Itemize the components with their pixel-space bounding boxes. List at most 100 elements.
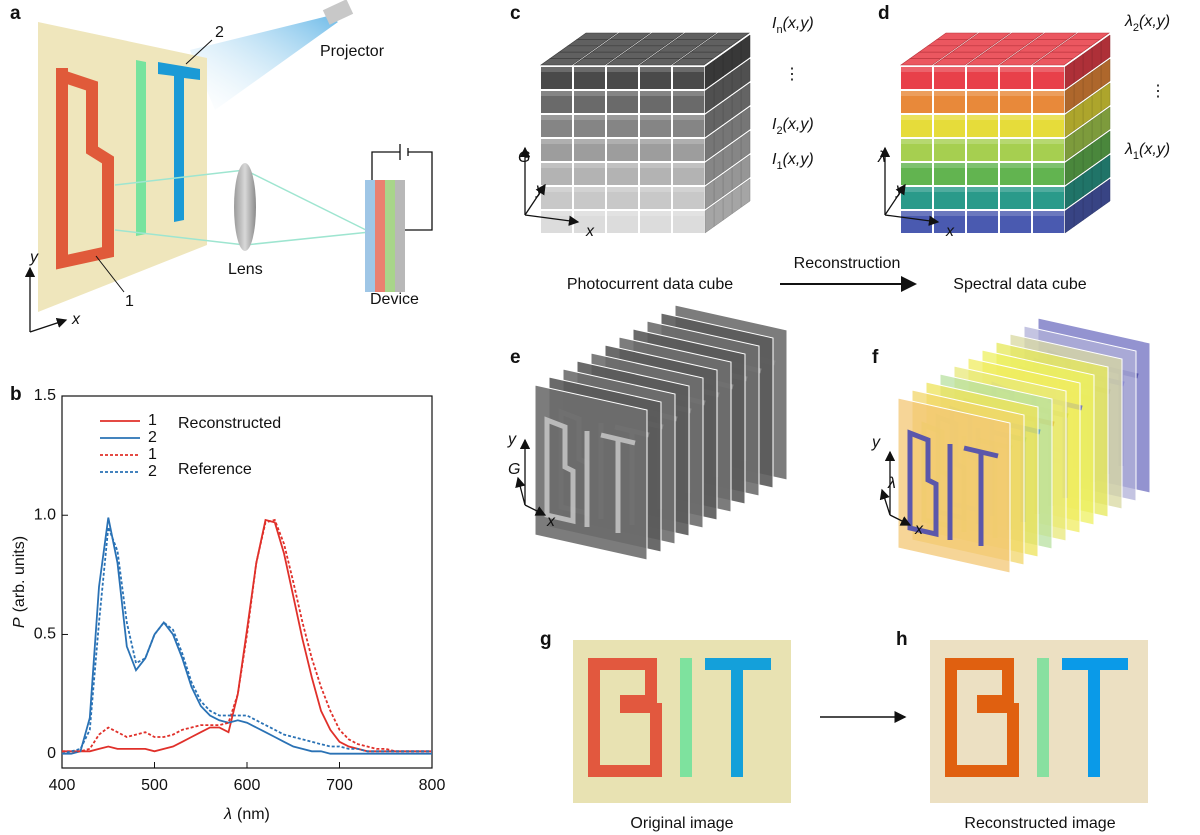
x-tick-label: 400	[49, 777, 76, 794]
cube-side	[1073, 53, 1084, 84]
axis-label: G	[518, 149, 530, 166]
cube-side	[722, 191, 733, 221]
cube-cell-top	[934, 115, 965, 120]
symbol: I	[772, 116, 777, 133]
cube-side	[1091, 112, 1102, 143]
pointer	[95, 255, 125, 293]
cube-cell-top	[607, 187, 638, 192]
circuit	[371, 144, 433, 231]
cube-cell-top	[574, 139, 605, 144]
cube-cell-top	[901, 67, 932, 72]
cube-cell-top	[1033, 91, 1064, 96]
cube-cell	[541, 91, 572, 113]
symbol: I	[772, 15, 777, 32]
axis-label: y	[895, 181, 905, 198]
cube-cell	[607, 67, 638, 89]
y-axis-label: P (arb. units)	[11, 536, 28, 628]
cube-side	[1100, 34, 1111, 64]
cube-cell	[1033, 163, 1064, 185]
panel-label: b	[10, 384, 22, 405]
cube-side	[1100, 82, 1111, 112]
pixel-block	[620, 703, 662, 713]
y-tick-label: 0	[47, 745, 56, 762]
cube-cell	[607, 163, 638, 185]
cube-cell	[934, 211, 965, 233]
unit: (nm)	[237, 806, 270, 823]
subscript: 1	[776, 160, 782, 172]
panel-label: f	[872, 347, 879, 368]
axis-label: x	[914, 521, 924, 538]
light-ray	[114, 169, 246, 186]
pixel-block	[1037, 658, 1049, 777]
cube-side	[1082, 95, 1093, 125]
axis-arrow	[515, 476, 526, 506]
dots: ⋮	[784, 66, 800, 83]
cube-side	[731, 88, 742, 119]
cube-side	[722, 95, 733, 125]
cube-cell	[640, 115, 671, 137]
cube-cell	[607, 91, 638, 113]
cube-cell	[1000, 139, 1031, 161]
cube-cell	[607, 211, 638, 233]
cube-side	[740, 58, 751, 88]
legend-title: Reference	[178, 461, 252, 478]
cube-cell	[541, 139, 572, 161]
pixel-block	[977, 703, 1019, 713]
panel-label: d	[878, 3, 890, 24]
cube-cell	[934, 163, 965, 185]
symbol: λ	[1124, 141, 1133, 158]
level-label: I1(x,y)	[772, 151, 814, 172]
cube-cell-top	[1033, 211, 1064, 216]
pixel-block	[650, 705, 662, 777]
subscript: 1	[1133, 150, 1139, 162]
cube-cell-top	[967, 163, 998, 168]
cube-cell-top	[574, 211, 605, 216]
cube-cell-top	[1000, 163, 1031, 168]
cube-side	[1073, 77, 1084, 108]
cube-cell	[967, 211, 998, 233]
slice-pattern	[544, 416, 636, 533]
cube-side	[1073, 173, 1084, 204]
cube-cell-top	[934, 187, 965, 192]
cube-cell-top	[640, 163, 671, 168]
cube-cell	[1000, 115, 1031, 137]
device-layer	[365, 180, 375, 292]
cube-side	[1100, 178, 1111, 208]
caption: Reconstructed image	[964, 815, 1115, 832]
layout: 400 500 600 700 800 0 0.5 1.0 1.5 λ (nm) P (arb. uni…	[11, 0, 1151, 823]
symbol: λ	[223, 806, 232, 823]
pixel-block	[945, 658, 1012, 670]
panel-label: c	[510, 3, 521, 24]
cube-cell	[967, 91, 998, 113]
cube-side	[1073, 149, 1084, 180]
panel-label: e	[510, 347, 521, 368]
cube-cell-top	[1000, 67, 1031, 72]
cube-top	[606, 58, 648, 66]
cube-side	[731, 112, 742, 143]
letter-t	[158, 62, 200, 222]
axis-arrow	[29, 317, 68, 333]
plot-frame	[61, 395, 433, 769]
cube-top	[966, 58, 1008, 66]
cube-cell	[1000, 67, 1031, 89]
cube-cell-top	[967, 187, 998, 192]
cube-side	[1082, 119, 1093, 149]
cube-cell	[574, 211, 605, 233]
cube-side	[1064, 60, 1075, 90]
cube-cell-top	[901, 163, 932, 168]
symbol: I	[772, 151, 777, 168]
cube-side	[713, 53, 724, 84]
cube-side	[1100, 58, 1111, 88]
cube-cell-top	[1000, 211, 1031, 216]
cube-side	[1100, 106, 1111, 136]
cube-side	[713, 197, 724, 228]
cube-cell	[541, 187, 572, 209]
cube-top	[900, 58, 942, 66]
data-line	[62, 517, 432, 755]
cube-side	[1082, 191, 1093, 221]
cube-cell	[541, 211, 572, 233]
cube-side	[1100, 130, 1111, 160]
cube-cell-top	[934, 163, 965, 168]
cube-cell-top	[1033, 187, 1064, 192]
